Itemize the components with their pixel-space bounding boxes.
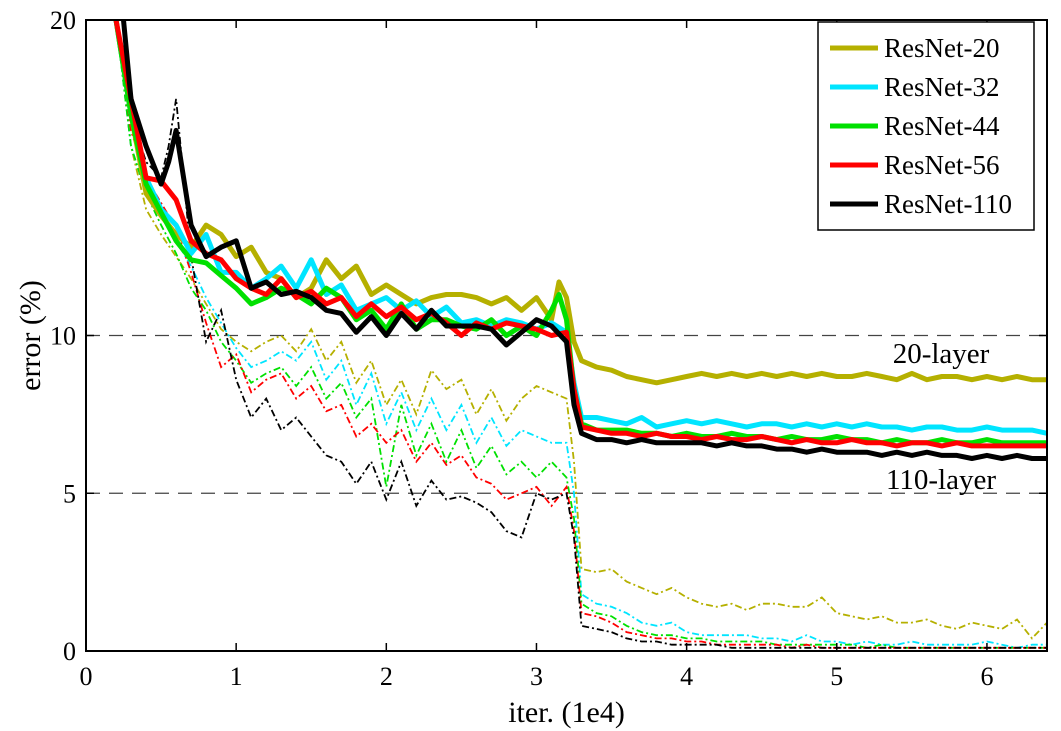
annotation-20-layer: 20-layer [893,338,990,370]
legend-label-resnet-20: ResNet-20 [884,33,999,63]
legend: ResNet-20 ResNet-32 ResNet-44 ResNet-56 ResN… [817,21,1035,231]
y-tick-label: 20 [50,6,76,35]
legend-label-resnet-56: ResNet-56 [884,150,999,180]
y-tick-label: 10 [50,322,76,351]
train-line-resnet-110 [122,19,1047,649]
legend-label-resnet-44: ResNet-44 [884,111,1000,141]
y-tick-label: 0 [63,637,76,666]
test-line-resnet-110 [121,19,1047,461]
y-axis-label: error (%) [14,280,47,391]
axis-ticks: 0 1 2 3 4 5 6 0 5 10 20 [50,6,1047,691]
y-tick-label: 5 [63,479,76,508]
x-tick-label: 6 [980,662,993,691]
x-tick-label: 1 [230,662,243,691]
train-line-resnet-32 [115,19,1047,649]
x-tick-label: 0 [80,662,93,691]
legend-label-resnet-110: ResNet-110 [884,189,1012,219]
annotation-110-layer: 110-layer [886,464,996,496]
series-layer [113,19,1048,649]
x-tick-label: 2 [380,662,393,691]
train-line-resnet-20 [115,19,1048,640]
legend-label-resnet-32: ResNet-32 [884,72,999,102]
x-tick-label: 4 [680,662,693,691]
train-line-resnet-44 [115,19,1047,649]
x-tick-label: 5 [830,662,843,691]
test-line-resnet-20 [113,19,1047,386]
x-axis-label: iter. (1e4) [508,696,625,729]
x-tick-label: 3 [530,662,543,691]
